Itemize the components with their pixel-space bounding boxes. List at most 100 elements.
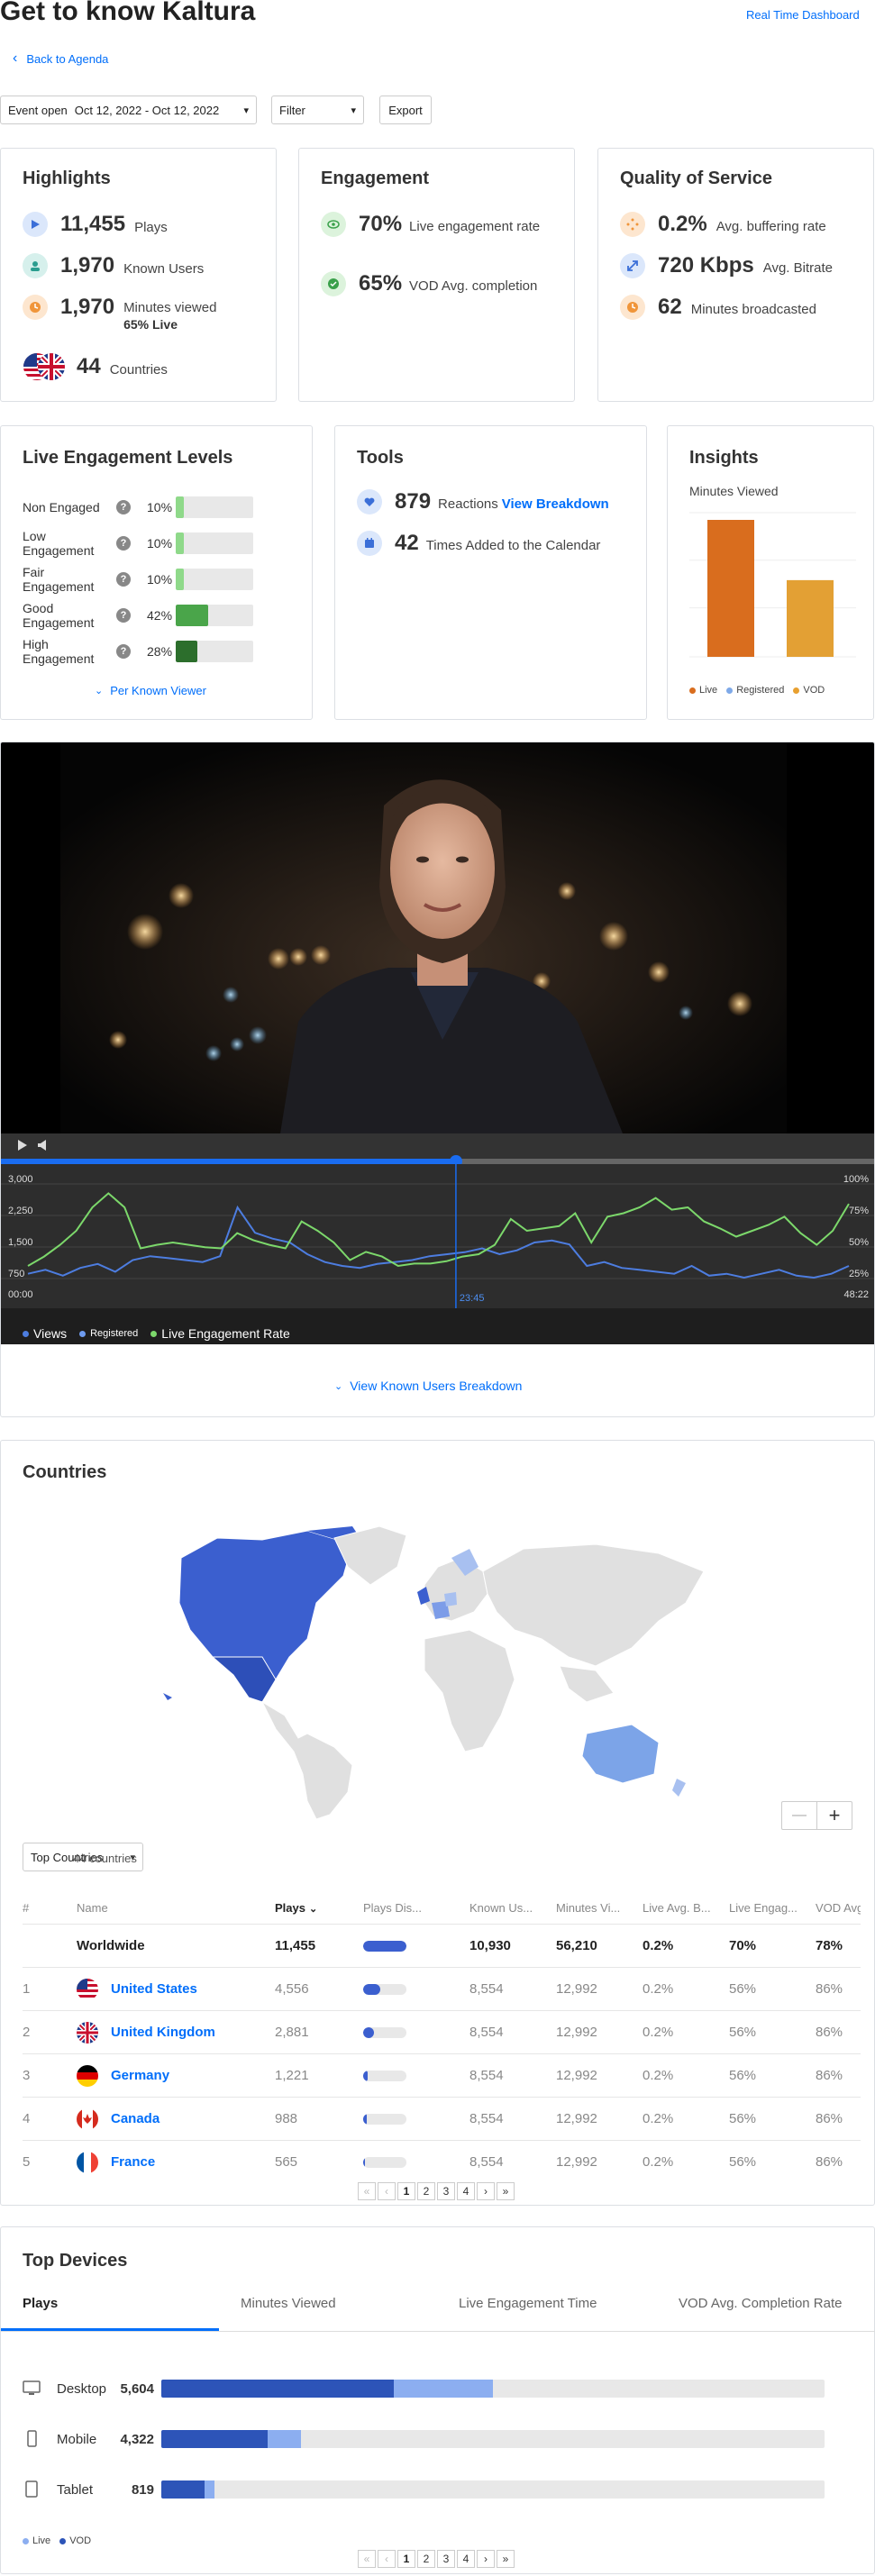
plays-distribution-cell (363, 2026, 469, 2038)
per-known-viewer-label: Per Known Viewer (110, 684, 206, 697)
column-header[interactable]: Plays ⌄ (275, 1900, 318, 1915)
desktop-icon (23, 2380, 57, 2397)
column-header[interactable]: Live Engag... (729, 1900, 798, 1915)
page-button[interactable]: » (497, 2182, 515, 2200)
help-icon[interactable]: ? (116, 536, 131, 551)
tab-live-engagement-time[interactable]: Live Engagement Time (459, 2296, 597, 2311)
countries-table-header: # Name Plays ⌄ Plays Dis... Known Us... Minute… (23, 1891, 861, 1924)
zoom-in-button[interactable]: + (816, 1801, 852, 1830)
calendar-label: Times Added to the Calendar (425, 537, 601, 553)
help-icon[interactable]: ? (116, 572, 131, 587)
page-button[interactable]: › (477, 2182, 495, 2200)
legend-label: Live (32, 2535, 51, 2546)
engagement-level-pct: 10% (147, 572, 173, 587)
buffer-cell: 0.2% (643, 2154, 674, 2170)
row-name-cell: Germany (77, 2064, 275, 2087)
tools-title: Tools (357, 448, 404, 468)
table-row: 2 United Kingdom 2,881 8,554 12,992 0.2% 56% 86… (23, 2010, 861, 2053)
distribution-bar (363, 2156, 406, 2168)
page-button[interactable]: 1 (397, 2550, 415, 2568)
page-button[interactable]: 1 (397, 2182, 415, 2200)
page-button[interactable]: » (497, 2550, 515, 2568)
zoom-out-button[interactable]: — (781, 1801, 817, 1830)
video-frame[interactable] (1, 742, 874, 1133)
engage-cell: 56% (729, 1981, 757, 1997)
column-header[interactable]: Minutes Vi... (556, 1900, 621, 1915)
country-name-link[interactable]: Canada (111, 2111, 160, 2126)
top-countries-select[interactable]: Top Countries ▾ (23, 1843, 143, 1871)
column-header[interactable]: Known Us... (469, 1900, 533, 1915)
export-button[interactable]: Export (379, 96, 432, 124)
event-date-select[interactable]: Event open Oct 12, 2022 - Oct 12, 2022 ▾ (0, 96, 257, 124)
legend-dot (793, 687, 800, 694)
engagement-title: Engagement (321, 168, 430, 188)
row-name-cell: Worldwide (77, 1938, 275, 1953)
flag-uk-icon (77, 2021, 98, 2044)
minutes-viewed-label: Minutes viewed (123, 300, 217, 315)
row-name-cell: Canada (77, 2107, 275, 2130)
back-to-agenda-link[interactable]: ‹ Back to Agenda (13, 50, 108, 67)
column-header[interactable]: Name (77, 1900, 108, 1915)
column-header[interactable]: # (23, 1900, 30, 1915)
page-button[interactable]: « (358, 2182, 376, 2200)
realtime-dashboard-link[interactable]: Real Time Dashboard (746, 8, 860, 22)
row-rank: 5 (23, 2154, 31, 2170)
help-icon[interactable]: ? (116, 644, 131, 659)
tab-vod-completion-rate[interactable]: VOD Avg. Completion Rate (679, 2296, 843, 2311)
play-icon[interactable] (17, 1139, 28, 1154)
column-header[interactable]: Live Avg. B... (643, 1900, 711, 1915)
chevron-down-icon: ⌄ (334, 1380, 343, 1392)
page-button[interactable]: ‹ (378, 2550, 396, 2568)
page-button[interactable]: 4 (457, 2550, 475, 2568)
tab-plays[interactable]: Plays (23, 2296, 59, 2311)
legend-dot (59, 2537, 67, 2544)
per-known-viewer-link[interactable]: ⌄ Per Known Viewer (95, 684, 206, 697)
tablet-icon (23, 2480, 57, 2499)
help-icon[interactable]: ? (116, 500, 131, 514)
distribution-bar-fill (363, 2156, 366, 2168)
page-button[interactable]: « (358, 2550, 376, 2568)
column-header[interactable]: Plays Dis... (363, 1900, 423, 1915)
chevron-down-icon: ▾ (243, 105, 249, 116)
volume-icon[interactable] (37, 1139, 48, 1154)
page-button[interactable]: ‹ (378, 2182, 396, 2200)
plays-distribution-cell (363, 1940, 469, 1952)
row-rank: 1 (23, 1981, 31, 1997)
row-rank: 2 (23, 2025, 31, 2040)
page-button[interactable]: 2 (417, 2550, 435, 2568)
event-label: Event open (8, 103, 68, 117)
page-button[interactable]: 4 (457, 2182, 475, 2200)
engagement-levels-list: Non Engaged? 10% Low Engagement? 10% Fair En… (23, 489, 293, 669)
minutes-cell: 12,992 (556, 1981, 597, 1997)
page-button[interactable]: 3 (437, 2182, 455, 2200)
page-button[interactable]: 3 (437, 2550, 455, 2568)
sort-icon[interactable]: ⌄ (308, 1903, 318, 1915)
device-name: Mobile (57, 2431, 97, 2447)
column-header[interactable]: VOD Avg. ... (816, 1900, 861, 1915)
device-row: Desktop 5,604 (23, 2363, 861, 2414)
tab-minutes-viewed[interactable]: Minutes Viewed (241, 2296, 336, 2311)
quality-of-service-card: Quality of Service 0.2% Avg. buffering r… (597, 148, 874, 402)
engagement-level-row: Good Engagement? 42% (23, 597, 293, 633)
filter-select[interactable]: Filter ▾ (271, 96, 364, 124)
engagement-level-pct: 10% (147, 500, 173, 514)
device-bar (161, 2430, 825, 2448)
country-name-link[interactable]: United States (111, 1981, 197, 1997)
highlights-card: Highlights 11,455 Plays 1,970 Known User… (0, 148, 277, 402)
country-name-link[interactable]: Germany (111, 2068, 170, 2083)
tools-card: Tools 879 Reactions View Breakdown 42 Ti… (334, 425, 647, 720)
distribution-bar (363, 1940, 406, 1952)
presenter-video-image (60, 742, 787, 1133)
plays-stat: 11,455 Plays (23, 212, 168, 237)
view-known-users-breakdown-link[interactable]: ⌄ View Known Users Breakdown (334, 1379, 522, 1393)
country-name-link[interactable]: France (111, 2154, 156, 2170)
buffer-cell: 0.2% (643, 1938, 674, 1953)
devices-list: Desktop 5,604 Mobile 4,322 Tablet 819 (23, 2363, 861, 2515)
help-icon[interactable]: ? (116, 608, 131, 623)
page-button[interactable]: › (477, 2550, 495, 2568)
engage-cell: 56% (729, 2111, 757, 2126)
view-breakdown-link[interactable]: View Breakdown (501, 496, 609, 512)
page-button[interactable]: 2 (417, 2182, 435, 2200)
eye-icon (321, 212, 346, 237)
country-name-link[interactable]: United Kingdom (111, 2025, 215, 2040)
